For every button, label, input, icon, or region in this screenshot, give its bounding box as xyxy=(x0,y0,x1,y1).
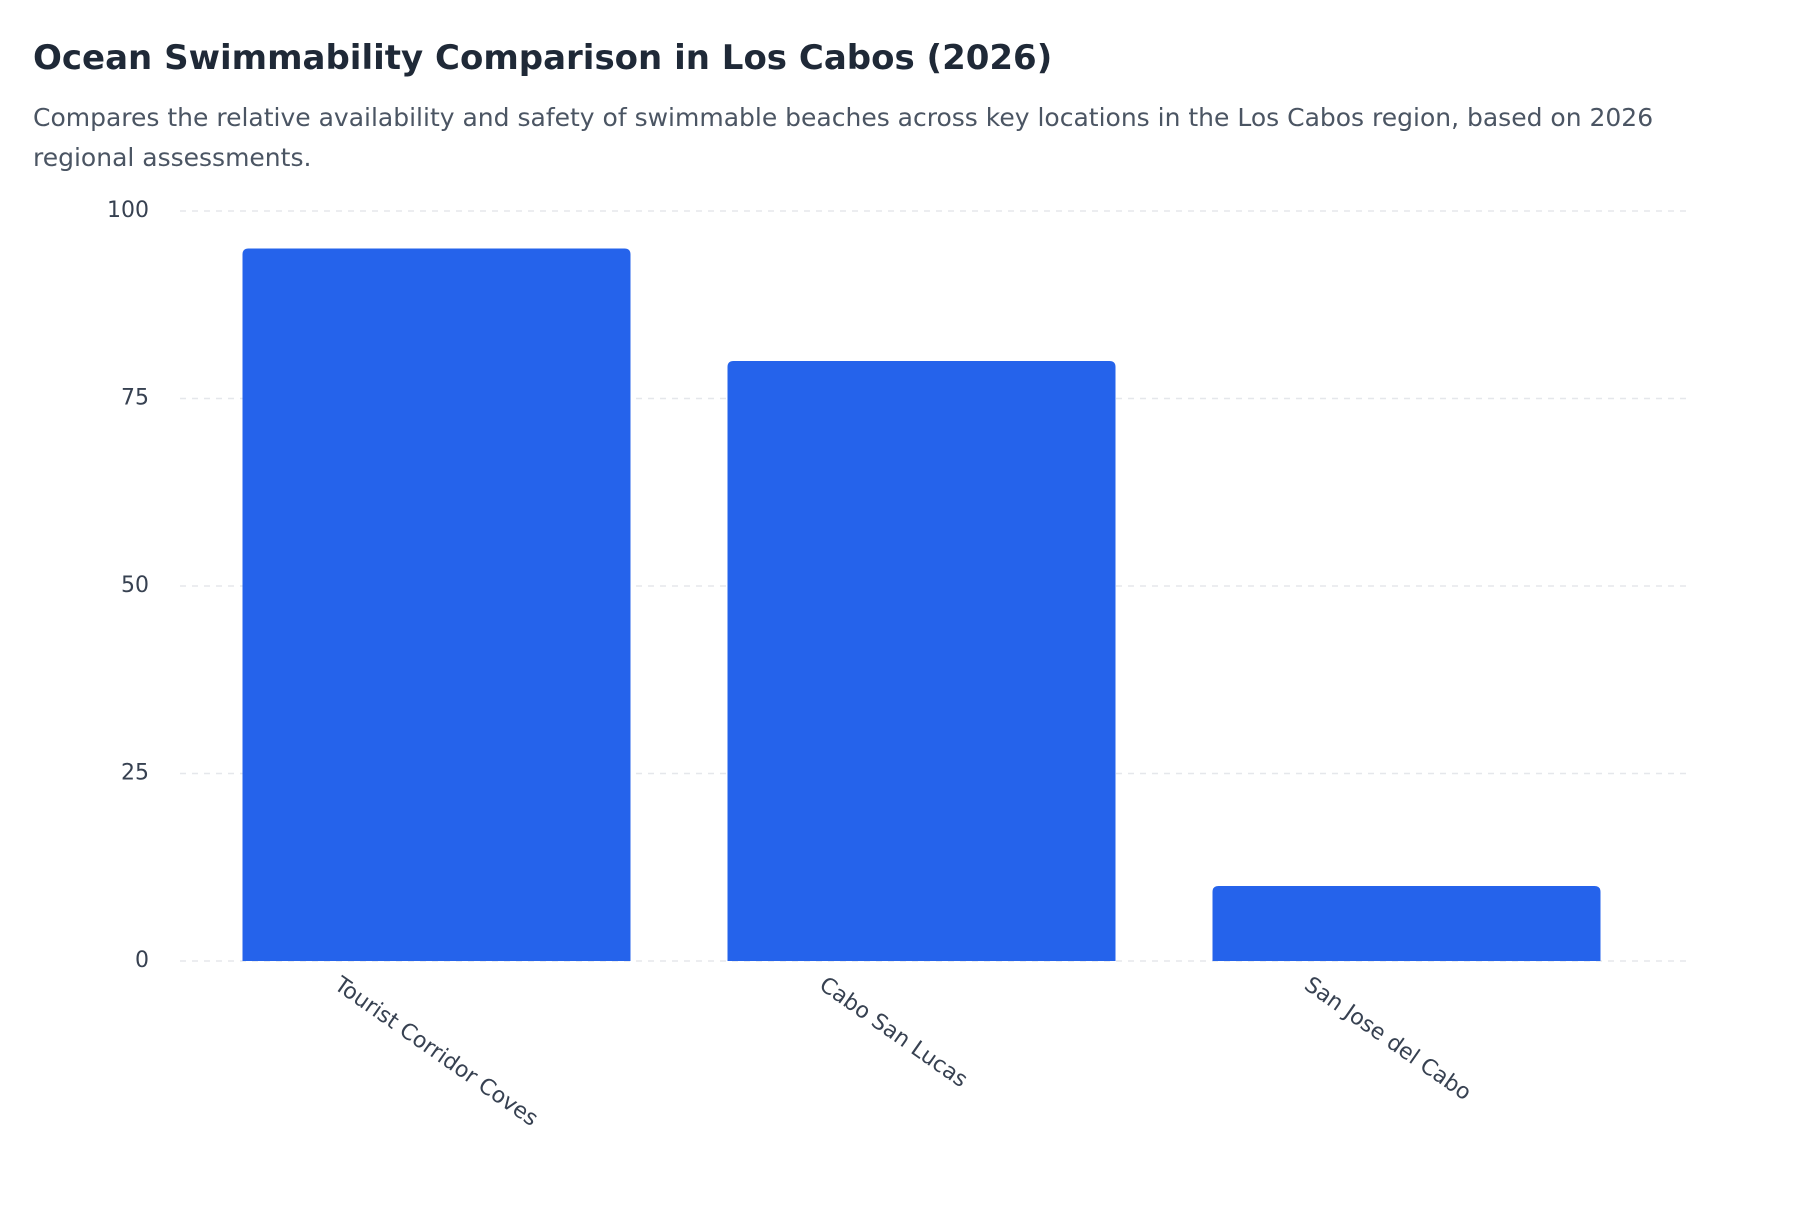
bar xyxy=(242,248,631,961)
chart-subtitle: Compares the relative availability and s… xyxy=(33,103,1654,172)
chart-title: Ocean Swimmability Comparison in Los Cab… xyxy=(33,38,1053,78)
y-tick-label: 75 xyxy=(121,386,149,411)
bar xyxy=(1212,886,1601,961)
x-tick-label: Cabo San Lucas xyxy=(815,972,972,1093)
y-tick-label: 50 xyxy=(121,573,149,598)
x-tick-label: Tourist Corridor Coves xyxy=(329,972,543,1132)
y-tick-label: 100 xyxy=(107,198,149,223)
y-tick-label: 25 xyxy=(121,761,149,786)
bar xyxy=(727,361,1116,961)
x-tick-label: San Jose del Cabo xyxy=(1300,972,1476,1106)
y-tick-label: 0 xyxy=(135,948,149,973)
